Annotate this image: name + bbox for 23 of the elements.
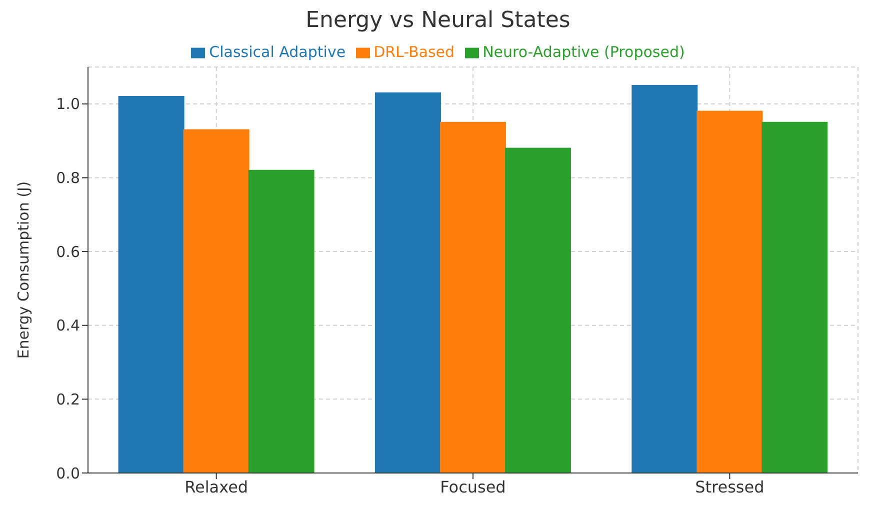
legend-label: DRL-Based (374, 43, 455, 61)
x-tick-label: Stressed (695, 477, 764, 496)
y-tick-label: 0.8 (56, 169, 80, 188)
y-tick-label: 0.6 (56, 242, 80, 261)
bar (632, 84, 698, 473)
bar (696, 110, 763, 473)
y-tick-label: 0.0 (56, 464, 80, 482)
y-tick-label: 0.4 (56, 316, 80, 335)
bar (440, 122, 506, 473)
x-tick-label: Focused (440, 477, 506, 496)
chart-title: Energy vs Neural States (304, 8, 572, 35)
bar (374, 92, 441, 473)
x-tick-label: Relaxed (184, 477, 248, 496)
y-tick-label: 1.0 (56, 95, 80, 114)
bar (504, 148, 571, 473)
bar (118, 96, 184, 473)
bar (183, 129, 250, 473)
bar (762, 122, 828, 473)
legend-label: Classical Adaptive (209, 43, 346, 61)
y-tick-label: 0.2 (56, 390, 80, 409)
legend-label: Neuro-Adaptive (Proposed) (482, 43, 685, 61)
y-axis-title: Energy Consumption (J) (14, 181, 32, 359)
bar (248, 170, 314, 473)
